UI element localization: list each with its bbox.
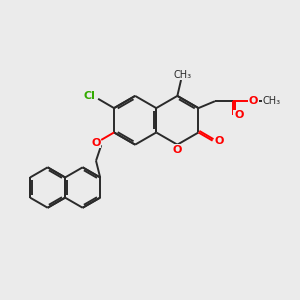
Text: Cl: Cl (84, 92, 96, 101)
Text: O: O (91, 138, 101, 148)
Text: O: O (249, 96, 258, 106)
Text: O: O (234, 110, 243, 121)
Text: O: O (214, 136, 224, 146)
Text: CH₃: CH₃ (263, 96, 281, 106)
Text: O: O (173, 145, 182, 155)
Text: CH₃: CH₃ (173, 70, 192, 80)
